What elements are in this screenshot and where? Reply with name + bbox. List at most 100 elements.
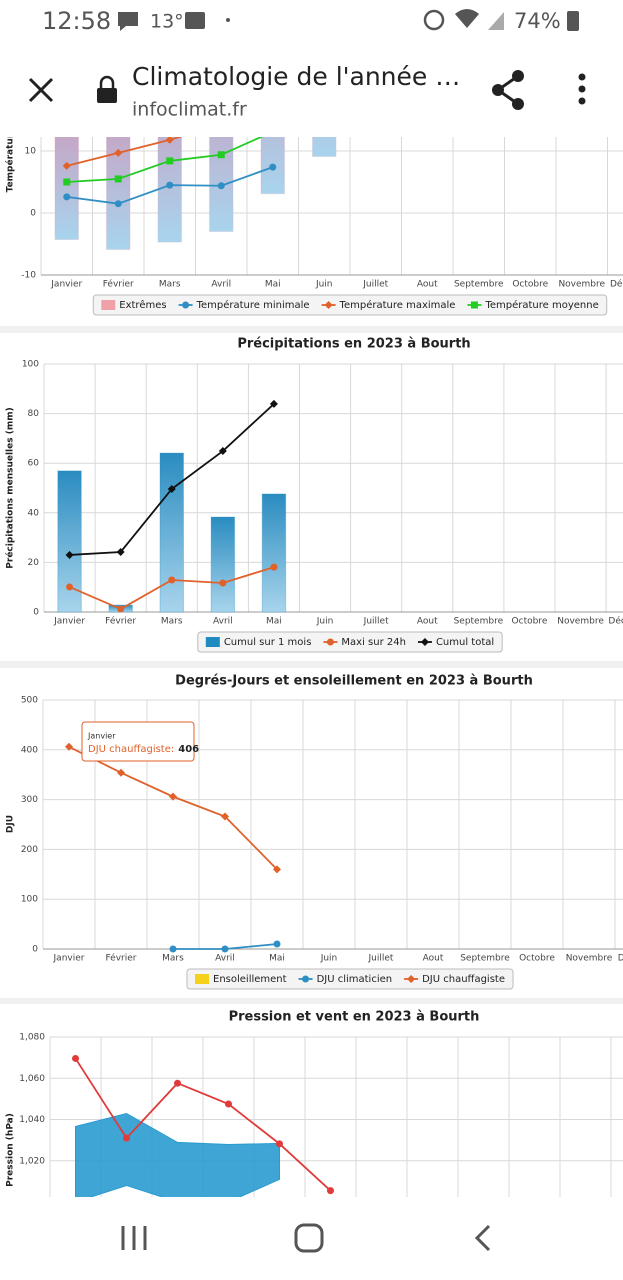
panel: [0, 333, 623, 661]
point: [165, 137, 174, 144]
x-tick-label: Janvier: [50, 280, 82, 290]
x-tick-label: Septembre: [460, 954, 510, 964]
x-tick-label: Juillet: [363, 617, 389, 627]
x-tick-label: Février: [103, 279, 134, 290]
page-url[interactable]: infoclimat.fr: [132, 99, 247, 121]
status-background: [0, 0, 623, 45]
point: [114, 200, 122, 208]
back-button[interactable]: [474, 1224, 491, 1252]
point: [273, 940, 281, 948]
x-tick-label: Avril: [211, 280, 231, 290]
x-tick-label: Novembre: [558, 280, 605, 290]
y-tick-label: 1,060: [19, 1074, 45, 1084]
message-icon: [118, 12, 138, 31]
status-bar: 12:58 13° 74%: [0, 0, 623, 45]
home-button[interactable]: [294, 1223, 324, 1253]
legend-marker: [326, 638, 334, 646]
legend-label: Température maximale: [339, 299, 456, 311]
legend-marker: [302, 975, 310, 983]
x-tick-label: Avril: [213, 617, 233, 627]
tooltip-box: [81, 721, 195, 762]
point: [63, 178, 71, 186]
legend-label: Cumul sur 1 mois: [224, 637, 312, 648]
y-axis-label: Température: [5, 128, 16, 193]
point: [269, 163, 277, 171]
point: [269, 399, 278, 408]
point: [167, 484, 176, 493]
y-tick-label: 100: [22, 360, 39, 370]
line: [74, 1057, 332, 1192]
point: [62, 161, 71, 170]
x-tick-label: Aout: [423, 954, 444, 964]
point: [276, 1140, 283, 1148]
y-tick-label: 400: [21, 745, 38, 755]
point: [63, 193, 71, 201]
x-tick-label: Février: [106, 953, 137, 964]
share-lines: [495, 74, 519, 106]
point: [66, 583, 74, 591]
point: [117, 768, 125, 777]
range-bar: [105, 137, 131, 251]
battery-icon: [567, 11, 579, 31]
bar: [261, 493, 287, 613]
point: [174, 1079, 181, 1087]
y-tick-label: -10: [21, 271, 36, 281]
page-content: Température-100102030JanvierFévrierMarsA…: [0, 128, 623, 1197]
legend-marker: [407, 975, 416, 983]
y-tick-label: 0: [32, 945, 38, 955]
legend-swatch: [205, 637, 220, 647]
y-tick-label: 1,040: [19, 1115, 45, 1125]
legend-box: [197, 631, 503, 653]
point: [169, 792, 177, 801]
legend-label: DJU climaticien: [317, 974, 393, 985]
charts: Température-100102030JanvierFévrierMarsA…: [5, 128, 623, 1197]
point: [221, 945, 229, 953]
legend: Cumul sur 1 mois Maxi sur 24h Cumul total: [197, 631, 503, 653]
lock-icon: [97, 88, 117, 103]
legend-label: Ensoleillement: [213, 974, 287, 985]
y-tick-label: 200: [21, 845, 38, 855]
point: [116, 547, 125, 556]
x-tick-label: Avril: [215, 954, 235, 964]
legend-label: Température minimale: [196, 299, 310, 311]
y-tick-label: 1,080: [19, 1033, 45, 1043]
lock-shackle: [99, 75, 115, 88]
x-tick-label: Juillet: [368, 954, 394, 964]
y-tick-label: 0: [30, 209, 36, 219]
chart: Degrés-Jours et ensoleillement en 2023 à…: [6, 674, 623, 990]
recent-apps-button[interactable]: [121, 1226, 147, 1250]
x-tick-label: Novembre: [557, 617, 604, 627]
range-bar: [54, 137, 80, 241]
y-tick-label: 60: [28, 459, 40, 469]
y-tick-label: 300: [21, 795, 38, 805]
point: [114, 175, 122, 183]
point: [123, 1134, 130, 1142]
x-tick-label: Janvier: [53, 954, 85, 964]
legend-label: Cumul total: [436, 637, 494, 648]
point: [225, 1100, 232, 1108]
x-tick-label: Septembre: [454, 617, 504, 627]
x-tick-label: Décembre: [610, 279, 623, 290]
legend-marker: [182, 301, 190, 309]
chart-title: Précipitations en 2023 à Bourth: [237, 337, 470, 352]
y-axis-label: Précipitations mensuelles (mm): [5, 407, 16, 568]
legend-box: [186, 968, 514, 990]
share-button[interactable]: [492, 70, 524, 110]
close-button[interactable]: [28, 77, 54, 103]
x-tick-label: Juin: [316, 617, 334, 627]
legend-marker: [470, 301, 478, 309]
y-tick-label: 20: [28, 558, 40, 568]
x-tick-label: Octobre: [519, 954, 555, 964]
menu-button[interactable]: [578, 73, 586, 105]
legend-swatch: [101, 300, 116, 310]
bar: [159, 452, 185, 613]
y-tick-label: 100: [21, 895, 38, 905]
x-tick-label: Mars: [159, 280, 181, 290]
x-tick-label: Juin: [320, 954, 338, 964]
weather: 13°: [150, 11, 184, 33]
point: [65, 742, 73, 751]
bar: [210, 516, 236, 613]
legend-label: Maxi sur 24h: [341, 637, 406, 648]
chart-title: Pression et vent en 2023 à Bourth: [229, 1010, 480, 1025]
